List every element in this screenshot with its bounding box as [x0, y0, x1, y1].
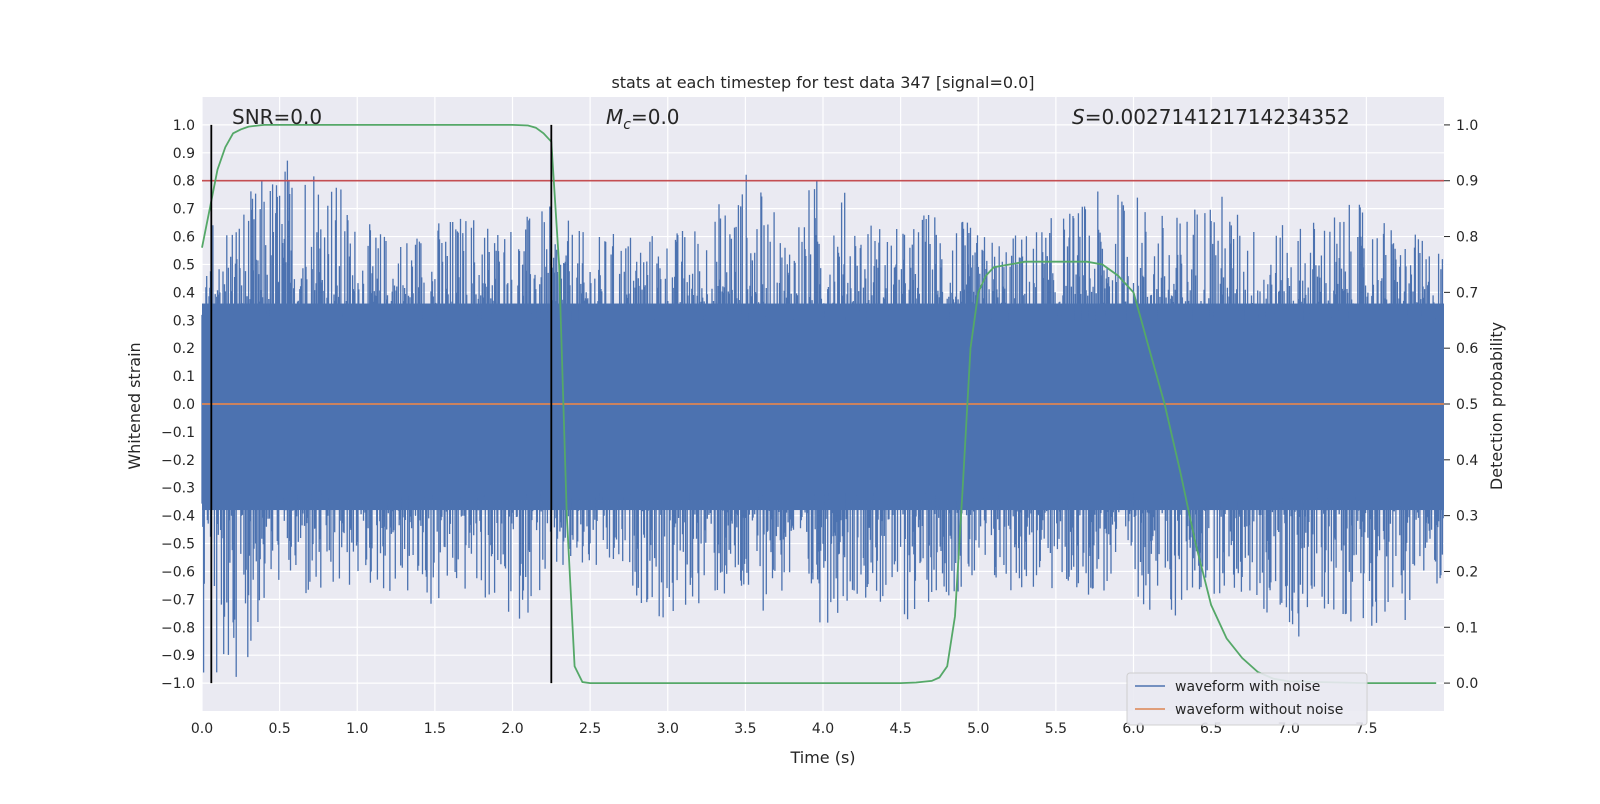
- s-symbol: S: [1072, 105, 1085, 129]
- mc-annotation: Mc=0.0: [606, 105, 680, 133]
- y-tick-label: −0.2: [161, 453, 195, 469]
- y-tick-label: −0.3: [161, 481, 195, 497]
- mc-subscript: c: [623, 117, 631, 133]
- y-right-tick-label: 0.1: [1456, 620, 1478, 636]
- y-right-tick-label: 1.0: [1456, 118, 1478, 134]
- x-tick-label: 0.5: [268, 721, 290, 737]
- x-tick-label: 0.0: [191, 721, 213, 737]
- y-tick-label: −0.1: [161, 425, 195, 441]
- y-tick-label: −0.6: [161, 564, 195, 580]
- y-tick-label: 0.1: [173, 369, 195, 385]
- legend-label-clean: waveform without noise: [1175, 702, 1343, 718]
- x-tick-label: 3.0: [657, 721, 679, 737]
- y-tick-label: 0.7: [173, 202, 195, 218]
- y-right-tick-label: 0.0: [1456, 676, 1478, 692]
- y-right-tick-label: 0.5: [1456, 397, 1478, 413]
- legend-label-noise: waveform with noise: [1175, 679, 1320, 695]
- snr-annotation: SNR=0.0: [232, 105, 322, 129]
- x-tick-label: 4.5: [889, 721, 911, 737]
- x-tick-label: 2.0: [501, 721, 523, 737]
- y-right-tick-label: 0.4: [1456, 453, 1478, 469]
- y-tick-label: 0.9: [173, 146, 195, 162]
- y-tick-label: 0.5: [173, 257, 195, 273]
- y-right-tick-label: 0.3: [1456, 509, 1478, 525]
- x-tick-label: 5.5: [1045, 721, 1067, 737]
- x-tick-label: 3.5: [734, 721, 756, 737]
- y-tick-label: −0.7: [161, 592, 195, 608]
- x-tick-label: 4.0: [812, 721, 834, 737]
- legend-box: [1126, 672, 1368, 726]
- y-right-tick-label: 0.8: [1456, 230, 1478, 246]
- y-axis-label: Whitened strain: [125, 342, 144, 469]
- mc-value: =0.0: [631, 105, 680, 129]
- x-tick-label: 2.5: [579, 721, 601, 737]
- detection-probability-line: [201, 124, 1437, 684]
- x-tick-label: 1.5: [424, 721, 446, 737]
- x-tick-labels: 0.0 0.5 1.0 1.5 2.0 2.5 3.0 3.5 4.0 4.5 5.0 5.5 6.0 6…: [191, 721, 1378, 737]
- y-tick-label: 0.4: [173, 285, 195, 301]
- mc-symbol: M: [606, 105, 623, 129]
- y-right-tick-label: 0.7: [1456, 285, 1478, 301]
- y-tick-label: −0.8: [161, 620, 195, 636]
- y-tick-label: 0.8: [173, 174, 195, 190]
- y-right-tick-labels: 1.0 0.9 0.8 0.7 0.6 0.5 0.4 0.3 0.2 0.1 0.0: [1444, 118, 1478, 692]
- y-right-tick-label: 0.9: [1456, 174, 1478, 190]
- y-tick-label: −1.0: [161, 676, 195, 692]
- y-tick-label: 0.2: [173, 341, 195, 357]
- noise-layer: [201, 160, 1444, 677]
- y-tick-label: 0.6: [173, 230, 195, 246]
- y-tick-label: 0.0: [173, 397, 195, 413]
- x-tick-label: 5.0: [967, 721, 989, 737]
- s-value: =0.002714121714234352: [1085, 105, 1350, 129]
- s-annotation: S=0.002714121714234352: [1072, 105, 1350, 129]
- chart-title: stats at each timestep for test data 347…: [611, 73, 1034, 92]
- y-right-tick-label: 0.2: [1456, 564, 1478, 580]
- y-tick-label: −0.9: [161, 648, 195, 664]
- x-axis-label: Time (s): [789, 748, 855, 767]
- markers-layer: [210, 124, 553, 684]
- x-tick-label: 1.0: [346, 721, 368, 737]
- y-tick-labels: 1.0 0.9 0.8 0.7 0.6 0.5 0.4 0.3 0.2 0.1 0.0 −0.1 −0.…: [161, 118, 195, 692]
- y-right-tick-label: 0.6: [1456, 341, 1478, 357]
- y-tick-label: 0.3: [173, 313, 195, 329]
- y-tick-label: −0.5: [161, 537, 195, 553]
- lines-layer: [201, 124, 1444, 684]
- y-tick-label: −0.4: [161, 509, 195, 525]
- legend: waveform with noise waveform without noi…: [1126, 672, 1368, 726]
- y-right-axis-label: Detection probability: [1487, 322, 1506, 490]
- y-tick-label: 1.0: [173, 118, 195, 134]
